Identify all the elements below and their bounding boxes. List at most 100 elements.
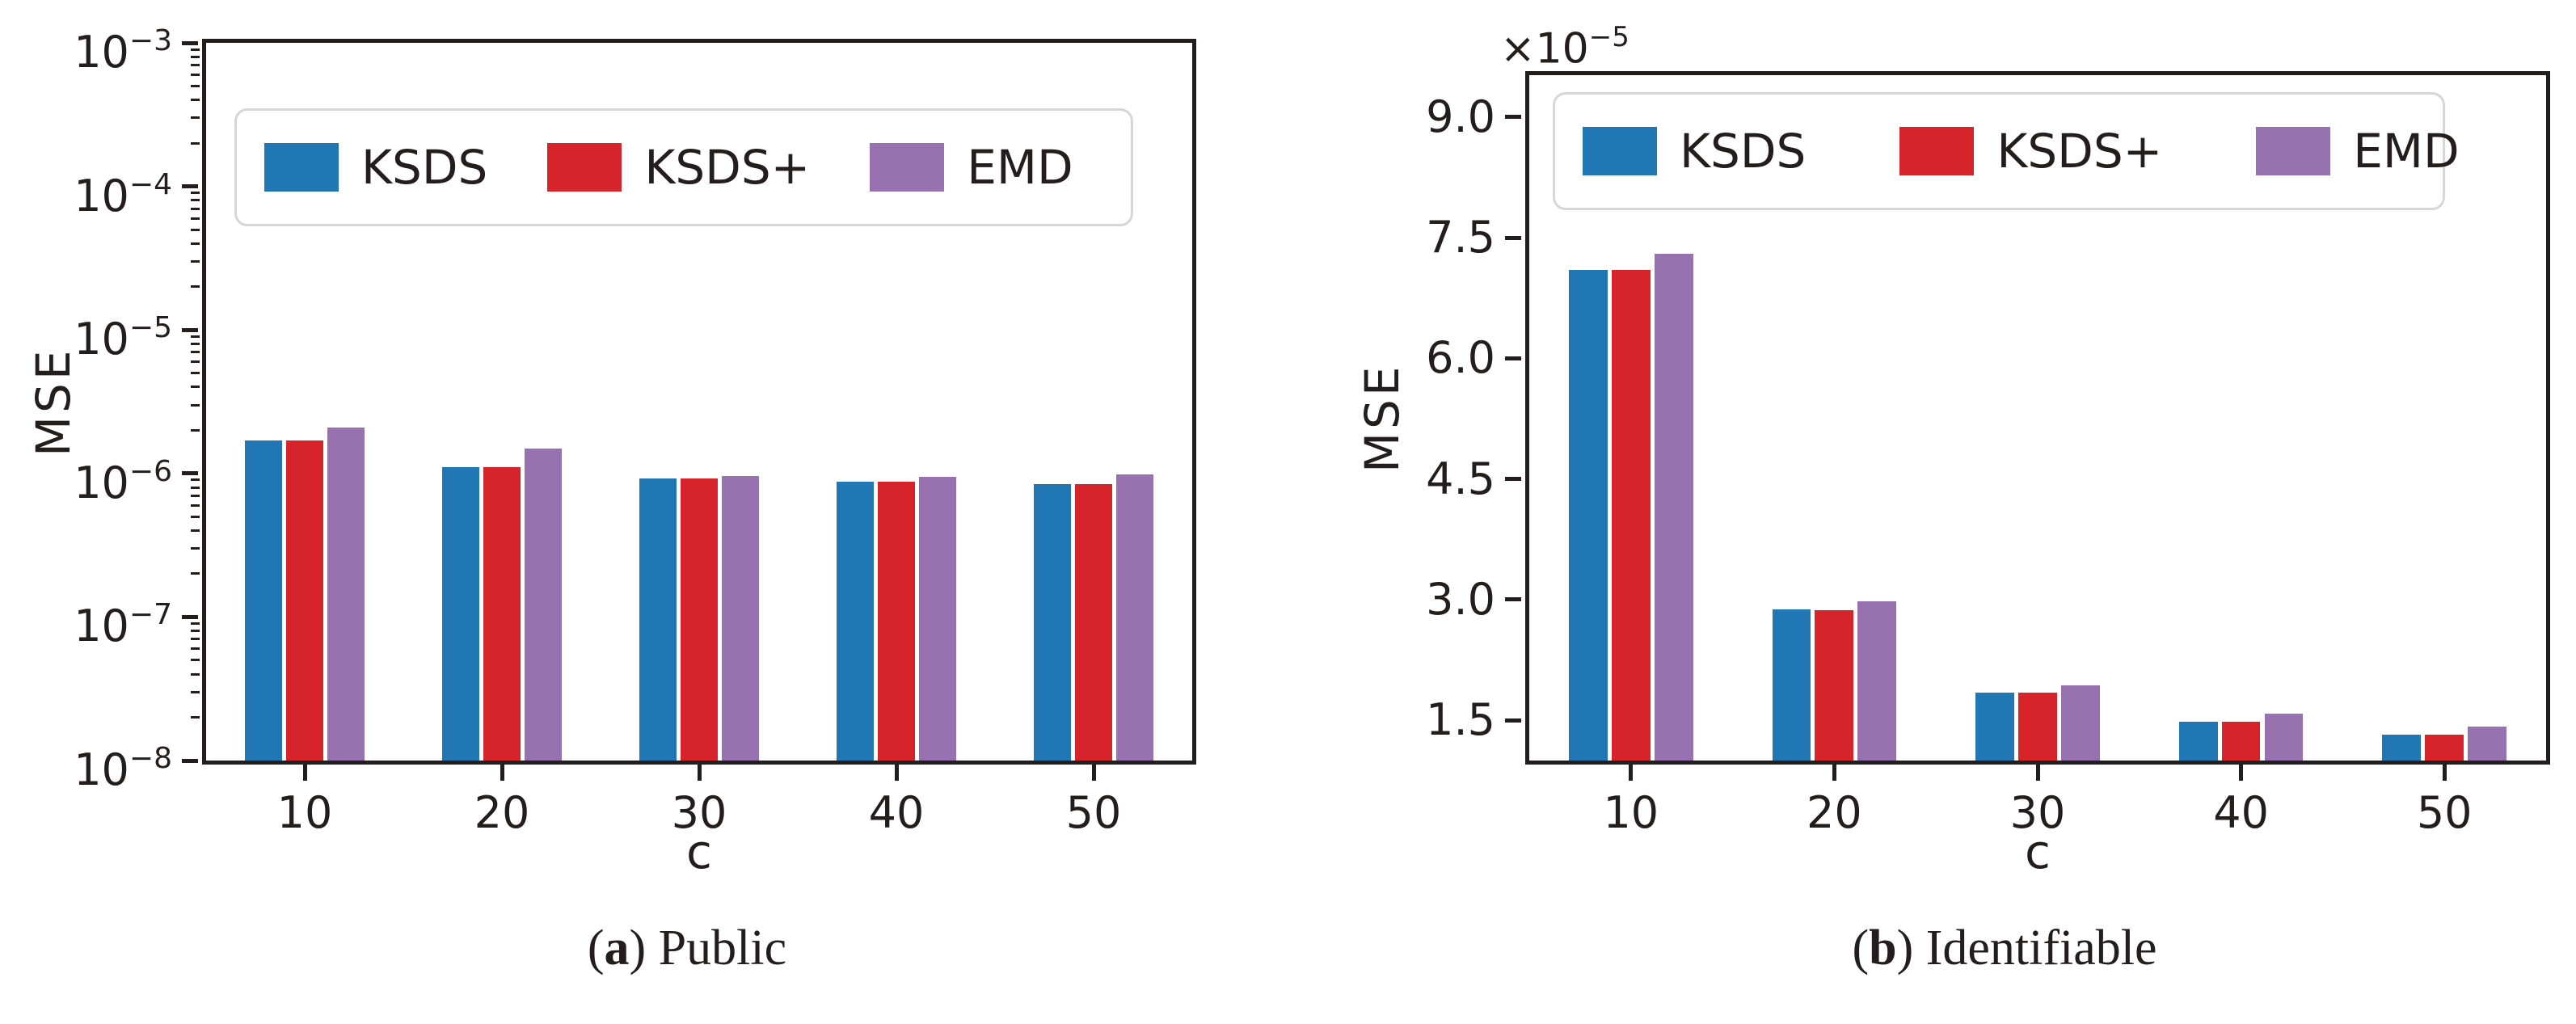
bar-ksds-plus-c20 xyxy=(1815,609,1854,761)
y-tick-label: 4.5 xyxy=(1426,453,1495,504)
bar-ksds-plus-c10 xyxy=(285,440,324,761)
legend-label: KSDS xyxy=(1680,124,1807,179)
x-tick-label: 20 xyxy=(474,787,530,838)
bar-ksds-plus-c20 xyxy=(483,467,521,761)
x-tick-mark xyxy=(1629,765,1634,781)
y-tick-label: 1.5 xyxy=(1426,694,1495,746)
legend-entry-ksds-plus: KSDS+ xyxy=(547,140,810,195)
legend-swatch-ksds-plus xyxy=(1899,127,1975,175)
y-minor-tick-mark xyxy=(191,342,200,345)
y-minor-tick-mark xyxy=(191,116,200,120)
legend-label: EMD xyxy=(967,140,1073,195)
caption-a-text: Public xyxy=(658,921,787,976)
bar-ksds-c10 xyxy=(1569,269,1608,761)
bar-emd-c10 xyxy=(327,427,365,761)
bar-emd-c40 xyxy=(919,476,957,761)
caption-b-text: Identifiable xyxy=(1925,921,2157,976)
bar-emd-c20 xyxy=(525,448,563,761)
y-minor-tick-mark xyxy=(191,638,200,641)
y-minor-tick-mark xyxy=(191,64,200,66)
y-minor-tick-mark xyxy=(191,73,200,76)
y-minor-tick-mark xyxy=(191,572,200,575)
y-tick-label: 10−3 xyxy=(74,24,172,78)
legend-public: KSDS KSDS+ EMD xyxy=(234,108,1133,226)
bar-ksds-plus-c40 xyxy=(2221,722,2261,761)
caption-b-prefix: ( xyxy=(1852,921,1870,976)
y-axis-label-public: MSE xyxy=(26,347,81,457)
caption-a-letter: a xyxy=(604,921,630,976)
y-minor-tick-mark xyxy=(191,672,200,676)
y-minor-tick-mark xyxy=(191,207,200,210)
x-tick-label: 10 xyxy=(276,787,333,838)
x-tick-mark xyxy=(302,765,307,781)
y-minor-tick-mark xyxy=(191,242,200,245)
legend-label: KSDS xyxy=(361,140,488,195)
x-tick-label: 10 xyxy=(1603,787,1659,838)
y-tick-label: 7.5 xyxy=(1426,212,1495,263)
x-tick-label: 20 xyxy=(1807,787,1862,838)
y-minor-tick-mark xyxy=(191,515,200,518)
y-minor-tick-mark xyxy=(191,478,200,482)
y-minor-tick-mark xyxy=(191,659,200,662)
bar-ksds-plus-c30 xyxy=(2018,693,2057,761)
y-minor-tick-mark xyxy=(191,285,200,289)
caption-b-suffix: ) xyxy=(1896,921,1926,976)
y-minor-tick-mark xyxy=(191,630,200,633)
bar-ksds-c50 xyxy=(2382,735,2422,761)
x-axis-label-identifiable: c xyxy=(2025,824,2051,879)
bar-ksds-c30 xyxy=(639,478,677,761)
y-minor-tick-mark xyxy=(191,386,200,389)
y-minor-tick-mark xyxy=(191,259,200,263)
subfigure-caption-a: (a) Public xyxy=(186,920,1188,977)
bar-emd-c40 xyxy=(2264,714,2304,761)
caption-a-suffix: ) xyxy=(629,921,659,976)
y-minor-tick-mark xyxy=(191,690,200,693)
y-tick-mark xyxy=(182,758,198,763)
y-tick-mark xyxy=(1505,718,1521,723)
y-tick-label: 3.0 xyxy=(1426,573,1495,625)
bar-ksds-c10 xyxy=(244,440,282,761)
y-minor-tick-mark xyxy=(191,622,200,626)
y-minor-tick-mark xyxy=(191,647,200,651)
y-axis-label-identifiable: MSE xyxy=(1355,363,1410,473)
x-tick-label: 30 xyxy=(2009,787,2066,838)
y-tick-mark xyxy=(1505,235,1521,240)
y-minor-tick-mark xyxy=(191,486,200,489)
x-tick-mark xyxy=(697,765,702,781)
y-minor-tick-mark xyxy=(191,99,200,102)
bar-emd-c30 xyxy=(2060,685,2100,761)
legend-entry-emd: EMD xyxy=(2256,124,2460,179)
y-minor-tick-mark xyxy=(191,84,200,87)
x-tick-label: 40 xyxy=(2213,787,2269,838)
y-minor-tick-mark xyxy=(191,372,200,375)
x-tick-mark xyxy=(2442,765,2447,781)
y-tick-label: 10−7 xyxy=(74,598,172,652)
y-minor-tick-mark xyxy=(191,529,200,532)
y-minor-tick-mark xyxy=(191,55,200,58)
bar-ksds-c30 xyxy=(1975,693,2015,761)
legend-swatch-ksds-plus xyxy=(547,143,622,192)
caption-a-prefix: ( xyxy=(587,921,605,976)
bar-emd-c20 xyxy=(1857,600,1897,761)
legend-label: KSDS+ xyxy=(1996,124,2163,179)
bar-emd-c50 xyxy=(1116,474,1154,761)
caption-b-letter: b xyxy=(1869,921,1897,976)
legend-entry-emd: EMD xyxy=(870,140,1073,195)
bar-ksds-c20 xyxy=(1772,609,1811,761)
bar-ksds-plus-c30 xyxy=(680,478,719,761)
legend-swatch-ksds xyxy=(264,143,339,192)
y-minor-tick-mark xyxy=(191,504,200,507)
y-tick-label: 10−6 xyxy=(74,454,172,508)
y-tick-mark xyxy=(182,327,198,332)
y-tick-label: 10−4 xyxy=(74,167,172,221)
x-tick-label: 50 xyxy=(2416,787,2473,838)
legend-entry-ksds-plus: KSDS+ xyxy=(1899,124,2162,179)
y-axis-offset-text: ×10−5 xyxy=(1500,21,1629,74)
y-minor-tick-mark xyxy=(191,716,200,719)
y-tick-mark xyxy=(1505,356,1521,360)
bar-ksds-plus-c50 xyxy=(2425,735,2464,761)
y-tick-mark xyxy=(1505,597,1521,602)
x-tick-label: 40 xyxy=(868,787,925,838)
x-tick-mark xyxy=(1091,765,1096,781)
